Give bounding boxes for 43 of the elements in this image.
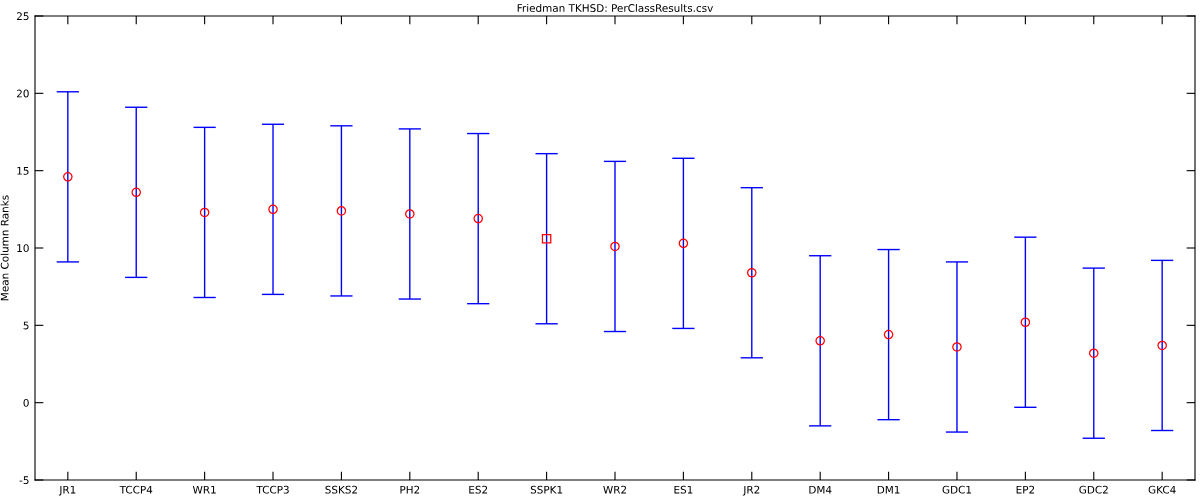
point <box>268 204 278 215</box>
x-tick-label: JR2 <box>742 485 760 496</box>
point <box>678 238 689 249</box>
x-tick-label: SSPK1 <box>530 485 563 494</box>
y-tick-label: 25 <box>16 12 29 21</box>
point <box>952 342 962 352</box>
point <box>815 336 825 346</box>
point <box>199 207 210 218</box>
point <box>131 187 142 198</box>
x-tick-label: JR1 <box>58 485 76 496</box>
point <box>610 241 620 252</box>
point <box>405 209 415 219</box>
point <box>541 233 552 244</box>
point <box>1157 340 1167 351</box>
y-tick-label: 10 <box>17 244 29 253</box>
x-tick-label: GDC2 <box>1079 485 1108 494</box>
y-tick-label: 0 <box>23 398 29 407</box>
point <box>1020 317 1031 328</box>
y-tick-label: 5 <box>23 321 29 330</box>
x-tick-label: SSKS2 <box>325 485 358 494</box>
point <box>473 213 483 224</box>
x-tick-label: TCCP4 <box>119 485 153 494</box>
y-tick-label: 20 <box>16 89 29 98</box>
y-tick-label: -5 <box>19 476 29 485</box>
point <box>336 206 347 216</box>
x-tick-label: PH2 <box>400 485 420 494</box>
x-tick-label: GDC1 <box>942 485 972 494</box>
x-tick-label: WR1 <box>192 485 216 494</box>
x-tick-label: ES2 <box>469 485 488 494</box>
x-tick-label: TCCP3 <box>256 485 289 494</box>
point <box>1088 348 1099 358</box>
y-axis-title: Mean Column Ranks <box>0 195 9 301</box>
x-tick-label: ES1 <box>674 485 693 494</box>
x-tick-label: DM1 <box>877 485 900 494</box>
chart-title: Friedman TKHSD: PerClassResults.csv <box>517 3 713 12</box>
y-tick-label: 15 <box>17 167 29 175</box>
point <box>63 172 73 182</box>
x-tick-label: GKC4 <box>1148 485 1176 494</box>
point <box>747 267 757 278</box>
x-tick-label: DM4 <box>809 485 832 494</box>
x-tick-label: EP2 <box>1016 485 1035 494</box>
x-tick-label: WR2 <box>603 485 627 494</box>
point <box>883 329 894 340</box>
